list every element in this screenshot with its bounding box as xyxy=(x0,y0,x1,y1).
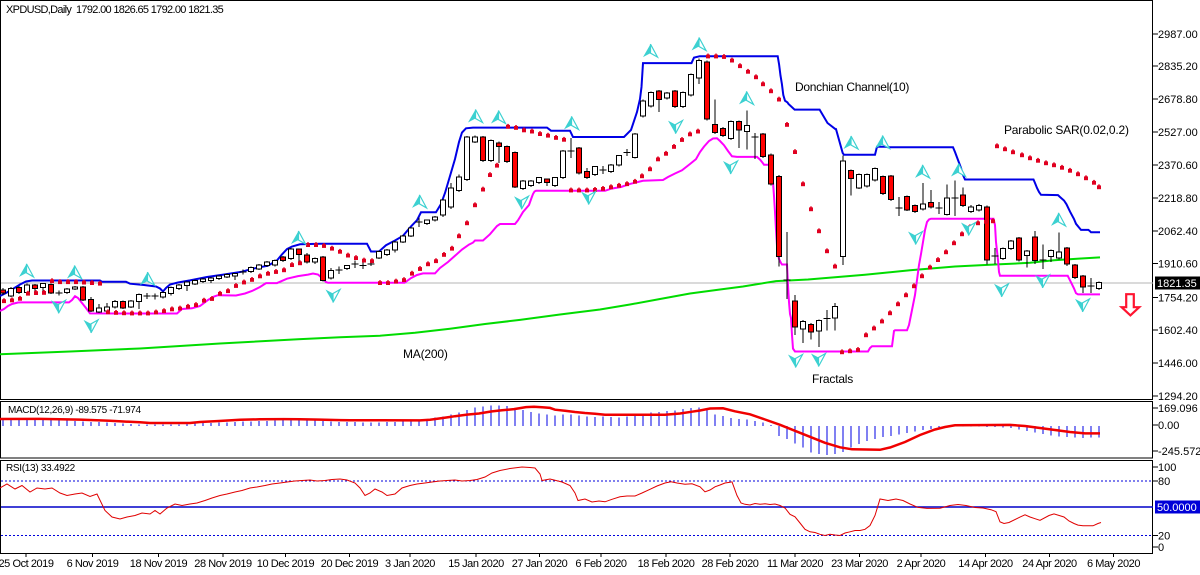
svg-text:1446.00: 1446.00 xyxy=(1158,358,1198,370)
svg-text:2678.80: 2678.80 xyxy=(1158,94,1198,106)
svg-text:20 Dec 2019: 20 Dec 2019 xyxy=(321,558,379,570)
svg-text:1910.60: 1910.60 xyxy=(1158,259,1198,271)
svg-text:80: 80 xyxy=(1158,476,1170,488)
svg-text:2835.20: 2835.20 xyxy=(1158,61,1198,73)
svg-text:MACD(12,26,9) -89.575 -71.974: MACD(12,26,9) -89.575 -71.974 xyxy=(8,405,141,416)
svg-text:11 Mar 2020: 11 Mar 2020 xyxy=(767,558,823,570)
svg-text:2218.80: 2218.80 xyxy=(1158,193,1198,205)
svg-text:6 Feb 2020: 6 Feb 2020 xyxy=(575,558,626,570)
svg-text:50.0000: 50.0000 xyxy=(1157,502,1197,514)
svg-text:10 Dec 2019: 10 Dec 2019 xyxy=(257,558,315,570)
svg-text:1602.40: 1602.40 xyxy=(1158,325,1198,337)
svg-text:2987.00: 2987.00 xyxy=(1158,29,1198,41)
svg-text:27 Jan 2020: 27 Jan 2020 xyxy=(512,558,568,570)
svg-text:100: 100 xyxy=(1158,462,1176,474)
svg-text:20: 20 xyxy=(1158,531,1170,543)
svg-text:2370.60: 2370.60 xyxy=(1158,160,1198,172)
svg-text:169.096: 169.096 xyxy=(1158,403,1198,415)
svg-text:Parabolic SAR(0.02,0.2): Parabolic SAR(0.02,0.2) xyxy=(1004,123,1129,137)
svg-text:2527.00: 2527.00 xyxy=(1158,127,1198,139)
svg-text:25 Oct 2019: 25 Oct 2019 xyxy=(0,558,54,570)
svg-text:Fractals: Fractals xyxy=(812,372,853,386)
svg-text:0.00: 0.00 xyxy=(1158,420,1179,432)
svg-text:1754.20: 1754.20 xyxy=(1158,293,1198,305)
svg-text:18 Nov 2019: 18 Nov 2019 xyxy=(130,558,188,570)
svg-text:Donchian Channel(10): Donchian Channel(10) xyxy=(795,80,909,94)
svg-text:14 Apr 2020: 14 Apr 2020 xyxy=(958,558,1013,570)
svg-text:MA(200): MA(200) xyxy=(403,347,448,361)
svg-text:-245.572: -245.572 xyxy=(1158,446,1200,458)
svg-text:2 Apr 2020: 2 Apr 2020 xyxy=(897,558,946,570)
svg-text:XPDUSD,Daily 1792.00 1826.65: XPDUSD,Daily 1792.00 1826.65 1792.00 182… xyxy=(6,4,224,16)
svg-text:23 Mar 2020: 23 Mar 2020 xyxy=(831,558,888,570)
svg-text:1294.20: 1294.20 xyxy=(1158,391,1198,403)
svg-text:3 Jan 2020: 3 Jan 2020 xyxy=(385,558,435,570)
svg-text:RSI(13) 33.4922: RSI(13) 33.4922 xyxy=(6,463,76,474)
svg-text:18 Feb 2020: 18 Feb 2020 xyxy=(638,558,695,570)
svg-text:6 Nov 2019: 6 Nov 2019 xyxy=(67,558,119,570)
svg-text:28 Feb 2020: 28 Feb 2020 xyxy=(702,558,759,570)
svg-text:0: 0 xyxy=(1158,542,1164,554)
svg-text:24 Apr 2020: 24 Apr 2020 xyxy=(1022,558,1077,570)
svg-text:28 Nov 2019: 28 Nov 2019 xyxy=(194,558,252,570)
svg-text:2062.40: 2062.40 xyxy=(1158,226,1198,238)
svg-text:15 Jan 2020: 15 Jan 2020 xyxy=(448,558,504,570)
svg-text:6 May 2020: 6 May 2020 xyxy=(1087,558,1140,570)
svg-text:1821.35: 1821.35 xyxy=(1157,278,1197,290)
